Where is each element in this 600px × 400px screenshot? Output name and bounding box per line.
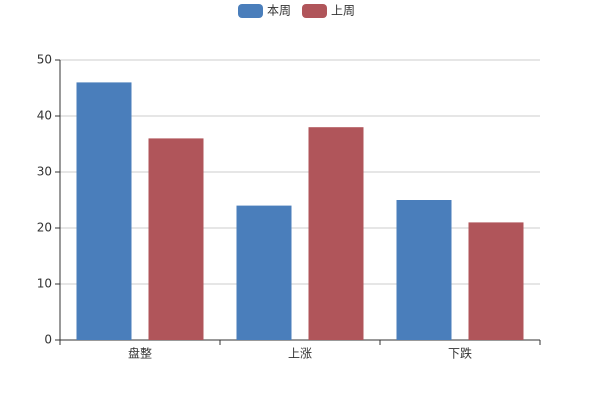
- bar: [396, 200, 452, 340]
- y-tick-label: 10: [37, 277, 52, 291]
- x-tick-label: 下跌: [448, 346, 472, 361]
- y-tick-label: 30: [37, 165, 52, 179]
- bar: [468, 222, 524, 340]
- legend-label: 上周: [331, 4, 355, 18]
- x-tick-label: 盘整: [128, 346, 152, 361]
- y-tick-label: 20: [37, 221, 52, 235]
- x-tick-label: 上涨: [288, 346, 312, 361]
- bar: [236, 205, 292, 340]
- y-tick-label: 40: [37, 109, 52, 123]
- legend-swatch: [302, 4, 327, 18]
- legend-swatch: [238, 4, 263, 18]
- bar: [76, 82, 132, 341]
- bar: [148, 138, 204, 340]
- y-tick-label: 50: [37, 53, 52, 67]
- bar: [308, 127, 364, 340]
- legend-label: 本周: [267, 4, 291, 18]
- y-tick-label: 0: [44, 333, 52, 347]
